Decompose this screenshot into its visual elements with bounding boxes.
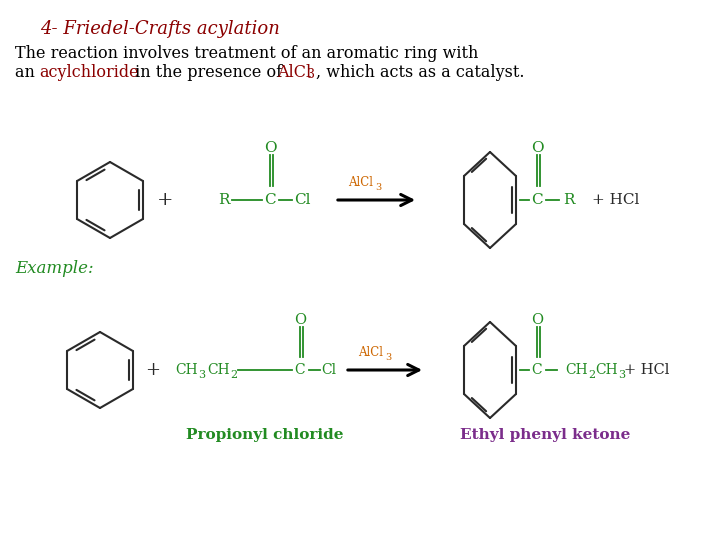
Text: + HCl: + HCl bbox=[592, 193, 639, 207]
Text: 4- Friedel-Crafts acylation: 4- Friedel-Crafts acylation bbox=[40, 20, 280, 38]
Text: R: R bbox=[563, 193, 575, 207]
Text: O: O bbox=[264, 141, 276, 155]
Text: Cl: Cl bbox=[294, 193, 310, 207]
Text: Ethyl phenyl ketone: Ethyl phenyl ketone bbox=[460, 428, 630, 442]
Text: 2: 2 bbox=[230, 370, 237, 380]
Text: 3: 3 bbox=[198, 370, 205, 380]
Text: +: + bbox=[157, 191, 174, 209]
Text: CH: CH bbox=[207, 363, 230, 377]
Text: C: C bbox=[264, 193, 276, 207]
Text: C: C bbox=[531, 193, 543, 207]
Text: R: R bbox=[218, 193, 230, 207]
Text: The reaction involves treatment of an aromatic ring with: The reaction involves treatment of an ar… bbox=[15, 45, 478, 62]
Text: + HCl: + HCl bbox=[624, 363, 670, 377]
Text: O: O bbox=[294, 313, 306, 327]
Text: , which acts as a catalyst.: , which acts as a catalyst. bbox=[316, 64, 524, 81]
Text: O: O bbox=[531, 141, 544, 155]
Text: acylchloride: acylchloride bbox=[39, 64, 139, 81]
Text: C: C bbox=[531, 363, 542, 377]
Text: Example:: Example: bbox=[15, 260, 94, 277]
Text: 3: 3 bbox=[307, 68, 315, 81]
Text: AlCl: AlCl bbox=[348, 176, 373, 188]
Text: 3: 3 bbox=[375, 184, 382, 192]
Text: an: an bbox=[15, 64, 40, 81]
Text: CH: CH bbox=[175, 363, 197, 377]
Text: 3: 3 bbox=[385, 354, 391, 362]
Text: AlCl: AlCl bbox=[277, 64, 311, 81]
Text: CH: CH bbox=[565, 363, 588, 377]
Text: CH: CH bbox=[595, 363, 618, 377]
Text: 3: 3 bbox=[618, 370, 625, 380]
Text: Propionyl chloride: Propionyl chloride bbox=[186, 428, 343, 442]
Text: C: C bbox=[294, 363, 305, 377]
Text: 2: 2 bbox=[588, 370, 595, 380]
Text: AlCl: AlCl bbox=[358, 346, 383, 359]
Text: in the presence of: in the presence of bbox=[130, 64, 287, 81]
Text: +: + bbox=[145, 361, 161, 379]
Text: Cl: Cl bbox=[321, 363, 336, 377]
Text: O: O bbox=[531, 313, 543, 327]
